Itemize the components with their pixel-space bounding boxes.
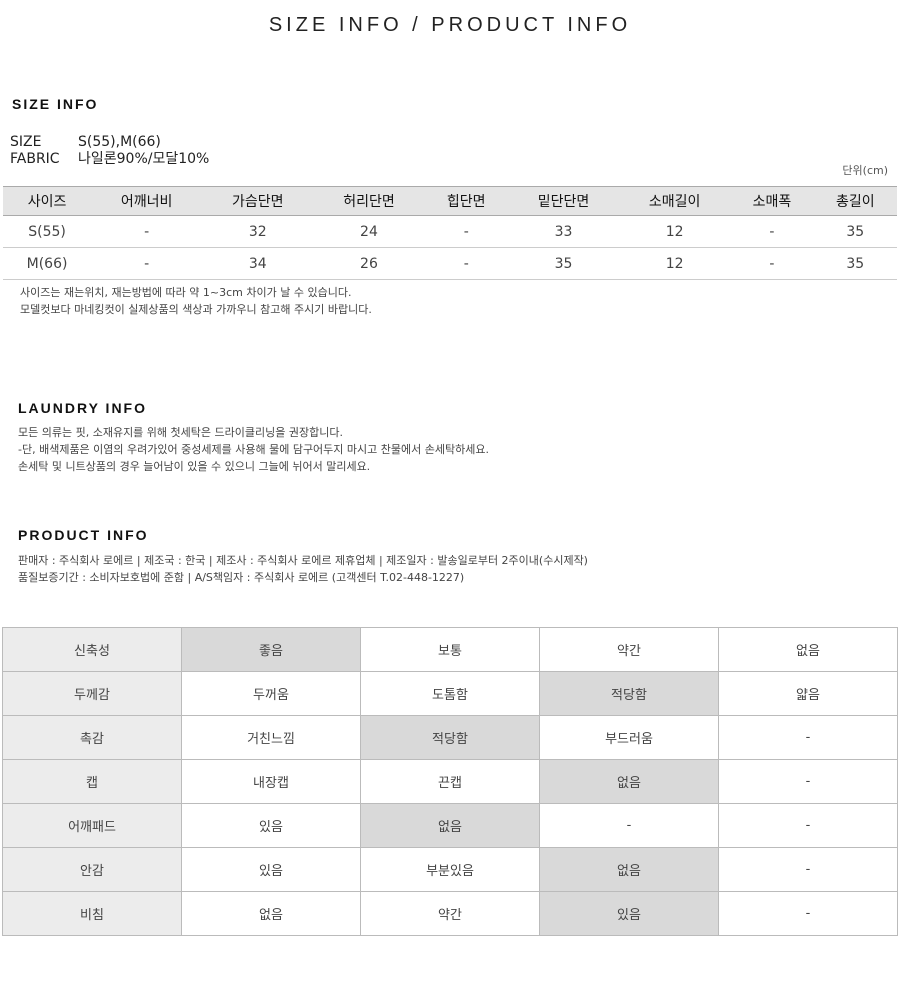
size-row: S(55) -32 24-33 12-35 xyxy=(3,215,897,248)
attribute-option-selected: 없음 xyxy=(539,847,719,892)
size-column-header: 가슴단면 xyxy=(202,186,314,216)
attribute-option: 있음 xyxy=(181,803,361,848)
size-cell: 24 xyxy=(313,215,425,248)
size-row: M(66) -34 26-35 12-35 xyxy=(3,247,897,280)
attribute-row: 두께감 두꺼움 도톰함 적당함 얇음 xyxy=(2,671,898,716)
size-cell: 34 xyxy=(202,247,314,280)
size-column-header: 사이즈 xyxy=(3,186,92,216)
size-column-header: 총길이 xyxy=(813,186,897,216)
size-cell: S(55) xyxy=(3,215,92,248)
attribute-option: 없음 xyxy=(181,891,361,936)
size-column-header: 어깨너비 xyxy=(91,186,203,216)
product-line: 판매자 : 주식회사 로에르 | 제조국 : 한국 | 제조사 : 주식회사 로… xyxy=(18,554,588,567)
product-line: 품질보증기간 : 소비자보호법에 준함 | A/S책임자 : 주식회사 로에르 … xyxy=(18,571,465,584)
size-spec: SIZE S(55),M(66) FABRIC 나일론90%/모달10% xyxy=(10,134,209,168)
size-table: 사이즈 어깨너비 가슴단면 허리단면 힙단면 밑단단면 소매길이 소매폭 총길이 S(55) -3… xyxy=(3,186,897,280)
attribute-label: 캡 xyxy=(2,759,182,804)
attribute-option: 보통 xyxy=(360,627,540,672)
size-cell: - xyxy=(730,247,814,280)
attribute-label: 비침 xyxy=(2,891,182,936)
attribute-option-selected: 있음 xyxy=(539,891,719,936)
attribute-option-selected: 적당함 xyxy=(360,715,540,760)
attribute-option: 내장캡 xyxy=(181,759,361,804)
attribute-option: 끈캡 xyxy=(360,759,540,804)
attribute-option: - xyxy=(718,891,898,936)
size-cell: 32 xyxy=(202,215,314,248)
size-cell: 33 xyxy=(507,215,620,248)
product-info-heading: PRODUCT INFO xyxy=(18,527,149,543)
size-cell: - xyxy=(424,215,508,248)
attribute-label: 안감 xyxy=(2,847,182,892)
size-cell: - xyxy=(730,215,814,248)
attribute-row: 촉감 거친느낌 적당함 부드러움 - xyxy=(2,715,898,760)
attribute-row: 신축성 좋음 보통 약간 없음 xyxy=(2,627,898,672)
attribute-label: 촉감 xyxy=(2,715,182,760)
laundry-info-heading: LAUNDRY INFO xyxy=(18,400,147,416)
size-note: 모델컷보다 마네킹컷이 실제상품의 색상과 가까우니 참고해 주시기 바랍니다. xyxy=(20,303,372,316)
fabric-value: 나일론90%/모달10% xyxy=(78,151,210,167)
size-cell: - xyxy=(91,215,203,248)
size-cell: - xyxy=(91,247,203,280)
attribute-option-selected: 없음 xyxy=(360,803,540,848)
size-value: S(55),M(66) xyxy=(78,134,161,150)
attribute-label: 두께감 xyxy=(2,671,182,716)
attribute-option: - xyxy=(718,715,898,760)
size-cell: 35 xyxy=(813,215,897,248)
attribute-option: 부드러움 xyxy=(539,715,719,760)
size-cell: 12 xyxy=(619,215,731,248)
size-cell: 12 xyxy=(619,247,731,280)
attribute-row: 어깨패드 있음 없음 - - xyxy=(2,803,898,848)
laundry-text: 모든 의류는 핏, 소재유지를 위해 첫세탁은 드라이클리닝을 권장합니다. -… xyxy=(18,424,489,475)
size-cell: 35 xyxy=(813,247,897,280)
size-column-header: 허리단면 xyxy=(313,186,425,216)
laundry-line: 손세탁 및 니트상품의 경우 늘어남이 있을 수 있으니 그늘에 뉘어서 말리세… xyxy=(18,460,371,473)
attribute-option: 두꺼움 xyxy=(181,671,361,716)
attribute-option: - xyxy=(718,759,898,804)
attribute-row: 안감 있음 부분있음 없음 - xyxy=(2,847,898,892)
size-cell: M(66) xyxy=(3,247,92,280)
attribute-table: 신축성 좋음 보통 약간 없음 두께감 두꺼움 도톰함 적당함 얇음 촉감 거친느낌 적당함 부드러움 - 캡… xyxy=(2,627,898,936)
size-cell: 35 xyxy=(507,247,620,280)
size-column-header: 소매폭 xyxy=(730,186,814,216)
attribute-option: - xyxy=(718,847,898,892)
attribute-option: 약간 xyxy=(539,627,719,672)
size-column-header: 소매길이 xyxy=(619,186,731,216)
size-label: SIZE xyxy=(10,134,42,150)
size-column-header: 밑단단면 xyxy=(507,186,620,216)
fabric-label: FABRIC xyxy=(10,151,60,167)
attribute-row: 비침 없음 약간 있음 - xyxy=(2,891,898,936)
size-cell: - xyxy=(424,247,508,280)
attribute-option: 거친느낌 xyxy=(181,715,361,760)
attribute-row: 캡 내장캡 끈캡 없음 - xyxy=(2,759,898,804)
attribute-option: 약간 xyxy=(360,891,540,936)
size-note: 사이즈는 재는위치, 재는방법에 따라 약 1~3cm 차이가 날 수 있습니다… xyxy=(20,286,352,299)
page-title: SIZE INFO / PRODUCT INFO xyxy=(268,14,632,36)
size-info-heading: SIZE INFO xyxy=(12,96,99,112)
attribute-label: 신축성 xyxy=(2,627,182,672)
attribute-option-selected: 없음 xyxy=(539,759,719,804)
attribute-option: 있음 xyxy=(181,847,361,892)
attribute-option-selected: 적당함 xyxy=(539,671,719,716)
attribute-option: 부분있음 xyxy=(360,847,540,892)
attribute-label: 어깨패드 xyxy=(2,803,182,848)
attribute-option: - xyxy=(539,803,719,848)
attribute-option: 없음 xyxy=(718,627,898,672)
size-notes: 사이즈는 재는위치, 재는방법에 따라 약 1~3cm 차이가 날 수 있습니다… xyxy=(20,284,372,318)
attribute-option: 얇음 xyxy=(718,671,898,716)
size-cell: 26 xyxy=(313,247,425,280)
laundry-line: 모든 의류는 핏, 소재유지를 위해 첫세탁은 드라이클리닝을 권장합니다. xyxy=(18,426,343,439)
product-text: 판매자 : 주식회사 로에르 | 제조국 : 한국 | 제조사 : 주식회사 로… xyxy=(18,552,588,586)
size-column-header: 힙단면 xyxy=(424,186,508,216)
unit-label: 단위(cm) xyxy=(842,164,888,177)
attribute-option: 도톰함 xyxy=(360,671,540,716)
laundry-line: -단, 배색제품은 이염의 우려가있어 중성세제를 사용해 물에 담구어두지 마… xyxy=(18,443,489,456)
attribute-option-selected: 좋음 xyxy=(181,627,361,672)
attribute-option: - xyxy=(718,803,898,848)
